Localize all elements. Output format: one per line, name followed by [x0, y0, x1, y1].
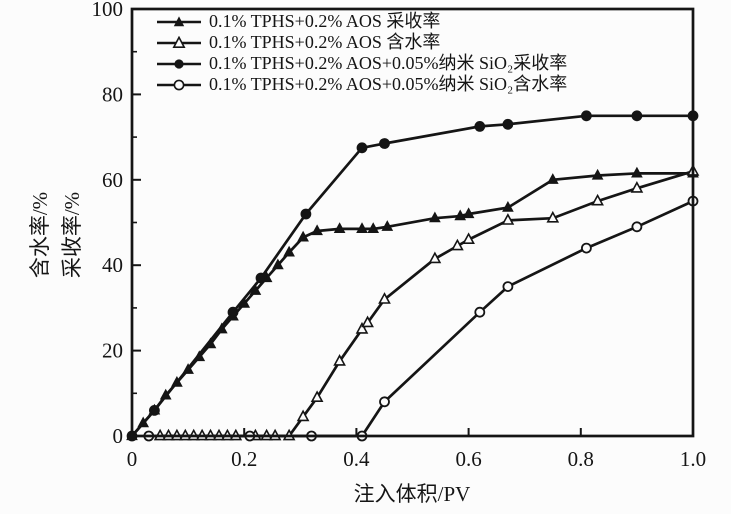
y-tick-label: 20: [102, 339, 123, 363]
x-tick-label: 0.4: [343, 447, 370, 471]
data-point-circle-open: [631, 221, 643, 233]
x-tick-label: 0.8: [568, 447, 594, 471]
data-point-triangle-filled: [171, 375, 183, 387]
data-point-triangle-filled: [591, 168, 604, 180]
plot-area: 0 0.2 0.4 0.6 0.8 1.0 0 20 40 60 80 100: [92, 0, 707, 471]
data-point-circle-filled: [379, 138, 390, 149]
data-point-triangle-filled: [297, 230, 309, 242]
x-axis-title: 注入体积/PV: [354, 482, 471, 506]
legend-marker-triangle-open-icon: [157, 35, 201, 48]
data-point-triangle-open: [355, 321, 369, 334]
data-point-triangle-open: [428, 251, 442, 264]
data-point-triangle-filled: [502, 200, 514, 212]
legend-item: 0.1% TPHS+0.2% AOS 采收率: [156, 11, 567, 32]
data-point-circle-open: [474, 306, 486, 318]
data-point-circle-filled: [255, 272, 267, 284]
legend-item: 0.1% TPHS+0.2% AOS 含水率: [156, 32, 567, 53]
data-point-triangle-filled: [204, 337, 217, 349]
data-point-triangle-filled: [283, 245, 295, 257]
data-point-circle-filled: [474, 121, 486, 132]
data-point-circle-filled: [581, 110, 592, 122]
x-tick-label: 0.2: [231, 447, 257, 471]
data-point-circle-open: [379, 396, 390, 408]
legend-marker-circle-filled-icon: [157, 58, 201, 69]
data-point-circle-filled: [300, 208, 312, 220]
data-point-triangle-filled: [546, 173, 559, 184]
data-point-triangle-filled: [249, 284, 262, 295]
legend: 0.1% TPHS+0.2% AOS 采收率 0.1% TPHS+0.2% AO…: [156, 11, 567, 95]
data-point-triangle-open: [546, 210, 560, 223]
data-point-triangle-open: [378, 292, 391, 304]
data-point-circle-filled: [631, 110, 643, 122]
y-tick-label: 80: [102, 82, 123, 106]
data-point-triangle-filled: [159, 388, 172, 400]
data-point-circle-open: [502, 281, 514, 293]
y-axis-title-line2: 采收率/%: [60, 192, 84, 278]
legend-label: 0.1% TPHS+0.2% AOS+0.05%纳米 SiO₂采收率: [209, 53, 568, 73]
data-point-triangle-filled: [137, 416, 150, 428]
data-point-triangle-filled: [631, 166, 643, 178]
data-point-triangle-filled: [367, 222, 380, 233]
data-point-triangle-filled: [462, 207, 475, 219]
data-point-triangle-open: [630, 181, 644, 193]
data-point-triangle-open: [310, 390, 324, 402]
series-line-0: [130, 172, 693, 437]
legend-item: 0.1% TPHS+0.2% AOS+0.05%纳米 SiO₂采收率: [156, 53, 567, 74]
y-axis-title-line1: 含水率/%: [28, 192, 52, 278]
data-point-triangle-filled: [356, 222, 368, 233]
legend-label: 0.1% TPHS+0.2% AOS 含水率: [209, 32, 441, 52]
legend-item: 0.1% TPHS+0.2% AOS+0.05%纳米 SiO₂含水率: [156, 74, 567, 95]
legend-marker-triangle-filled-icon: [157, 15, 201, 26]
legend-label: 0.1% TPHS+0.2% AOS+0.05%纳米 SiO₂含水率: [209, 74, 568, 94]
data-point-circle-filled: [227, 306, 239, 318]
y-tick-label: 0: [113, 424, 124, 448]
legend-marker-circle-open-icon: [157, 79, 201, 90]
x-tick-label: 0.6: [455, 447, 481, 471]
data-point-triangle-filled: [238, 296, 251, 308]
data-point-triangle-filled: [311, 224, 323, 236]
data-point-circle-open: [581, 242, 592, 254]
data-point-triangle-open: [451, 238, 464, 251]
data-point-triangle-filled: [454, 209, 467, 221]
data-point-triangle-open: [501, 213, 515, 225]
data-point-triangle-filled: [215, 322, 228, 334]
data-point-triangle-open: [296, 409, 310, 422]
data-point-triangle-filled: [333, 222, 346, 233]
y-tick-label: 60: [102, 168, 123, 192]
data-point-triangle-filled: [193, 350, 206, 362]
data-point-circle-filled: [148, 404, 160, 416]
y-tick-label: 100: [92, 0, 124, 21]
data-point-triangle-filled: [182, 363, 194, 374]
data-point-triangle-filled: [381, 220, 394, 231]
data-point-triangle-open: [333, 354, 346, 366]
data-point-triangle-filled: [429, 211, 441, 223]
data-point-triangle-open: [591, 193, 604, 206]
x-tick-label: 0: [127, 447, 138, 471]
data-point-triangle-filled: [272, 258, 284, 270]
legend-label: 0.1% TPHS+0.2% AOS 采收率: [209, 11, 441, 31]
x-tick-label: 1.0: [680, 447, 706, 471]
plot-border: [130, 7, 695, 438]
data-point-triangle-open: [361, 315, 374, 328]
data-point-triangle-open: [462, 232, 475, 244]
data-point-circle-filled: [502, 118, 514, 130]
data-point-circle-filled: [356, 142, 368, 154]
y-tick-label: 40: [102, 253, 123, 277]
